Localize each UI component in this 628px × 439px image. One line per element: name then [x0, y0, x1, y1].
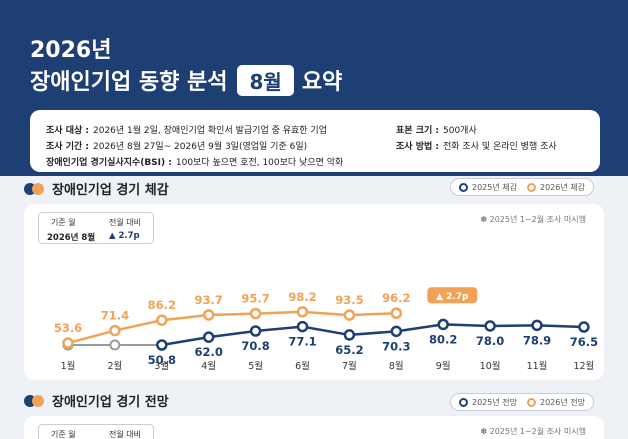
section-title-sentiment: 장애인기업 경기 체감 — [24, 179, 169, 198]
series-2025-point — [156, 339, 168, 351]
series-2026-point — [343, 309, 356, 321]
title-suffix: 요약 — [301, 70, 343, 95]
series-2026-point — [202, 309, 215, 321]
mom-value: ▲ 2.7p — [109, 231, 140, 241]
x-tick-label: 5월 — [248, 360, 263, 372]
stat-box: 기준 월 전월 대비 — [38, 424, 154, 439]
series-2026-label: 53.6 — [54, 321, 82, 335]
series-2025-point — [484, 320, 496, 332]
stat-box: 기준 월 2026년 8월 전월 대비 ▲ 2.7p — [38, 212, 154, 244]
x-tick-label: 7월 — [342, 360, 357, 372]
mom-label: 전월 대비 — [109, 430, 141, 439]
x-tick-label: 11월 — [527, 360, 548, 372]
x-tick-label: 2월 — [108, 360, 123, 372]
section-dots-icon — [24, 182, 46, 196]
series-2025-label: 76.5 — [570, 335, 598, 349]
section-title-outlook: 장애인기업 경기 전망 — [24, 391, 169, 410]
legend-2025-label: 2025년 전망 — [472, 397, 517, 407]
legend-2025-icon — [459, 182, 468, 192]
series-2026-point — [296, 306, 309, 318]
legend-2026-icon — [526, 397, 536, 407]
info-bsi: 장애인기업 경기실사지수(BSI) :100보다 높으면 호전, 100보다 낮… — [46, 158, 344, 168]
mom-label: 전월 대비 — [109, 218, 141, 227]
series-2025-point — [437, 318, 449, 331]
series-2025-label: 50.8 — [148, 353, 176, 367]
change-callout-box — [427, 287, 478, 304]
header: 2026년 장애인기업 동향 분석 8월 요약 — [0, 0, 628, 116]
series-2025-label: 77.1 — [288, 335, 316, 349]
month-badge: 8월 — [237, 64, 294, 96]
series-2026-point — [109, 324, 121, 337]
series-2026-label: 93.7 — [195, 293, 223, 307]
series-2025-label: 78.0 — [476, 334, 504, 348]
info-period: 조사 기간 :2026년 8월 27일~ 2026년 9월 3일(영업일 기준 … — [46, 142, 308, 152]
std-month-label: 기준 월 — [51, 218, 76, 227]
series-2026-point — [156, 314, 168, 326]
series-2025-point — [249, 325, 262, 337]
x-tick-label: 4월 — [201, 360, 216, 372]
series-2026-point — [249, 307, 262, 320]
info-target: 조사 대상 :2026년 1월 2일, 장애인기업 확인서 발급기업 중 유효한… — [46, 126, 327, 136]
series-2025-point — [578, 321, 590, 333]
x-tick-label: 8월 — [389, 360, 404, 372]
legend-2026-label: 2026년 전망 — [539, 397, 585, 407]
std-month-value: 2026년 8월 — [47, 233, 96, 243]
legend-2026-label: 2026년 체감 — [539, 182, 585, 192]
series-2026-label: 96.2 — [382, 291, 410, 305]
sentiment-line-chart: 50.8 62.0 70.8 77.1 65.2 70.3 80.2 78.0 78.9 76.5… — [54, 287, 598, 372]
series-2025-point — [390, 325, 403, 338]
info-method: 조사 방법 : 전화 조사 및 온라인 병행 조사 — [396, 142, 557, 152]
series-2026-label: 86.2 — [148, 298, 176, 312]
series-2025-line — [161, 323, 584, 347]
survey-info-box: 조사 대상 :2026년 1월 2일, 장애인기업 확인서 발급기업 중 유효한… — [30, 110, 600, 172]
chart-card: 기준 월 2026년 8월 전월 대비 ▲ 2.7p ✽ 2025년 1~2월 … — [24, 204, 604, 380]
series-2026-label: 95.7 — [241, 292, 269, 306]
series-2025-label: 70.8 — [241, 339, 269, 353]
series-2025-label: 70.3 — [382, 339, 410, 353]
content-panel: 장애인기업 경기 체감 2025년 체감 2026년 체감 기준 월 2026년… — [0, 176, 628, 439]
legend-2026-icon — [526, 182, 536, 192]
series-2026-point — [390, 307, 403, 319]
series-2025-point — [531, 319, 543, 332]
series-2026-line — [67, 310, 397, 345]
x-tick-label: 1월 — [61, 360, 76, 372]
series-2025-label: 80.2 — [429, 332, 457, 346]
survey-note: ✽ 2025년 1~2월 조사 미시행 — [480, 215, 586, 224]
series-2025-point — [296, 320, 309, 333]
missing-data-point — [109, 339, 121, 351]
change-callout-text: ▲ 2.7p — [436, 292, 469, 302]
x-tick-label: 10월 — [480, 360, 501, 372]
series-2026-point — [62, 337, 74, 349]
series-2025-point — [343, 329, 356, 341]
legend-sentiment: 2025년 체감 2026년 체감 — [450, 178, 594, 196]
series-2026-label: 93.5 — [335, 293, 363, 307]
series-2025-label: 78.9 — [523, 333, 551, 347]
std-month-label: 기준 월 — [51, 430, 76, 439]
title-year: 2026년 — [30, 38, 112, 63]
survey-note: ✽ 2025년 1~2월 조사 미시행 — [480, 427, 586, 436]
title-text: 장애인기업 동향 분석 — [30, 70, 228, 95]
page-title: 장애인기업 동향 분석 8월 요약 — [30, 64, 342, 96]
x-tick-label: 12월 — [573, 360, 594, 372]
series-2026-label: 71.4 — [101, 309, 129, 323]
legend-outlook: 2025년 전망 2026년 전망 — [450, 393, 594, 411]
series-2026-label: 98.2 — [288, 290, 316, 304]
x-tick-label: 6월 — [295, 360, 310, 372]
series-2025-label: 65.2 — [335, 343, 363, 357]
legend-2025-label: 2025년 체감 — [472, 182, 517, 192]
legend-2025-icon — [459, 397, 468, 407]
info-sample: 표본 크기 :500개사 — [396, 126, 477, 136]
outlook-card: 기준 월 전월 대비 ✽ 2025년 1~2월 조사 미시행 — [24, 416, 604, 439]
series-2025-point — [202, 331, 215, 343]
x-tick-label: 3월 — [154, 360, 169, 372]
x-tick-label: 9월 — [436, 360, 451, 372]
section-dots-icon — [24, 394, 46, 408]
series-2025-label: 62.0 — [195, 345, 223, 359]
